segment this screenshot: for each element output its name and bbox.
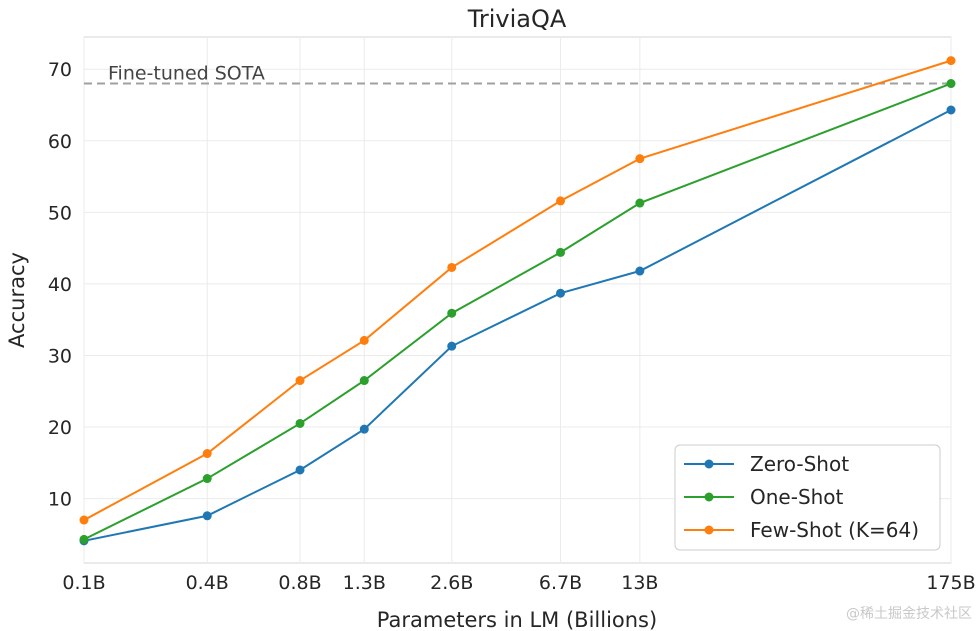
y-tick-label: 10 — [48, 489, 72, 511]
legend-label-zero-shot: Zero-Shot — [750, 452, 849, 476]
legend-label-few-shot-k-64: Few-Shot (K=64) — [750, 518, 919, 542]
data-point-one-shot — [359, 376, 369, 386]
y-tick-label: 30 — [48, 345, 72, 367]
series-group — [79, 56, 956, 546]
data-point-one-shot — [202, 474, 212, 484]
data-point-few-shot-k-64 — [556, 196, 566, 206]
y-tick-label: 40 — [48, 274, 72, 296]
data-point-few-shot-k-64 — [79, 515, 89, 525]
y-tick-label: 70 — [48, 59, 72, 81]
legend-marker-zero-shot — [704, 459, 714, 469]
data-point-zero-shot — [202, 511, 212, 521]
data-point-one-shot — [79, 534, 89, 544]
data-point-zero-shot — [556, 288, 566, 298]
watermark: @稀土掘金技术社区 — [846, 606, 972, 622]
data-point-few-shot-k-64 — [635, 154, 645, 164]
data-point-zero-shot — [946, 105, 956, 115]
data-point-one-shot — [635, 198, 645, 208]
reference-line-group: Fine-tuned SOTA — [84, 63, 951, 85]
x-tick-label: 2.6B — [430, 572, 473, 594]
data-point-few-shot-k-64 — [295, 376, 305, 386]
tick-labels: 0.1B 0.4B 0.8B 1.3B 2.6B 6.7B 13B 175B 10 20 30 40 5… — [48, 59, 976, 594]
x-tick-label: 6.7B — [539, 572, 582, 594]
series-line-few-shot-k-64 — [83, 59, 952, 521]
data-point-one-shot — [946, 79, 956, 89]
grid-lines — [83, 37, 952, 563]
data-point-few-shot-k-64 — [946, 56, 956, 66]
x-tick-label: 0.4B — [186, 572, 229, 594]
y-axis-label: Accuracy — [5, 252, 29, 348]
legend: Zero-Shot One-Shot Few-Shot (K=64) — [674, 444, 941, 551]
x-tick-label: 1.3B — [343, 572, 386, 594]
series-line-one-shot — [83, 82, 952, 541]
data-point-one-shot — [295, 418, 305, 428]
series-line-zero-shot — [83, 109, 952, 542]
data-point-few-shot-k-64 — [359, 335, 369, 345]
x-tick-label: 13B — [621, 572, 658, 594]
legend-marker-few-shot-k-64 — [704, 525, 714, 535]
y-tick-label: 20 — [48, 417, 72, 439]
x-tick-label: 175B — [926, 572, 975, 594]
sota-label: Fine-tuned SOTA — [108, 63, 265, 85]
x-tick-label: 0.1B — [62, 572, 105, 594]
data-point-few-shot-k-64 — [447, 262, 457, 272]
y-tick-label: 60 — [48, 131, 72, 153]
x-axis-label: Parameters in LM (Billions) — [377, 608, 657, 631]
legend-marker-one-shot — [704, 492, 714, 502]
data-point-one-shot — [447, 308, 457, 318]
y-tick-label: 50 — [48, 202, 72, 224]
data-point-few-shot-k-64 — [202, 449, 212, 459]
chart-title: TriviaQA — [467, 5, 567, 33]
legend-label-one-shot: One-Shot — [750, 485, 844, 509]
legend-box — [674, 444, 941, 551]
data-point-zero-shot — [447, 341, 457, 351]
data-point-zero-shot — [635, 266, 645, 276]
data-point-one-shot — [556, 247, 566, 257]
data-point-zero-shot — [359, 424, 369, 434]
x-tick-label: 0.8B — [278, 572, 321, 594]
data-point-zero-shot — [295, 465, 305, 475]
